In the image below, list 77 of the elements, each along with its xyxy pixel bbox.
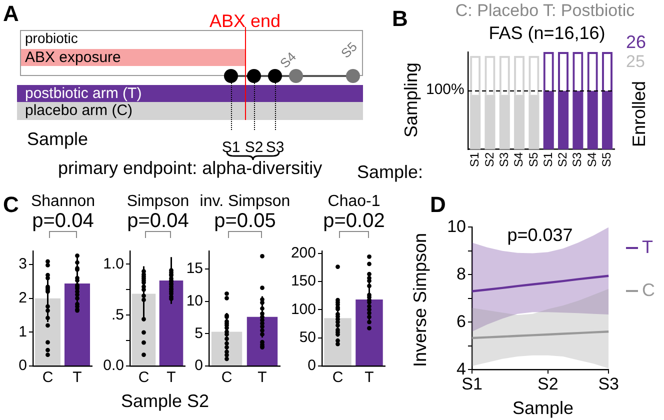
text: placebo arm (C) (25, 102, 133, 119)
text: D (430, 192, 446, 217)
text: 26 (626, 32, 646, 52)
y-tick-label: 50 (299, 328, 316, 346)
y-tick-label: 1.0 (103, 255, 124, 272)
text: probiotic (25, 30, 78, 46)
x-tick-label: T (166, 369, 176, 386)
x-tick-label: C (332, 369, 344, 386)
x-axis-title: Sample: (357, 162, 424, 182)
y-tick-label: 10 (186, 292, 203, 310)
text: p=0.04 (127, 210, 189, 232)
x-tick-label: S5 (526, 152, 540, 168)
y-axis-title: Inverse Simpson (410, 232, 430, 368)
annotation: p=0.037 (507, 225, 573, 245)
y-tick-label: 15 (186, 260, 203, 278)
chart-title: Shannon (30, 193, 96, 210)
x-tick-label: S2 (556, 152, 570, 168)
text: p=0.02 (323, 210, 385, 232)
x-tick-label: S4 (584, 152, 599, 168)
y-tick-label: 3 (18, 256, 27, 273)
text: 100% (426, 81, 464, 98)
chart-title: Simpson (126, 193, 190, 210)
y-tick-label: 1 (18, 323, 27, 340)
y-tick-label: 0.0 (103, 357, 124, 374)
text: B (392, 6, 408, 31)
y-tick-label: .5 (111, 306, 124, 324)
y-tick-label: 2 (18, 289, 27, 306)
legend-label: C (642, 280, 655, 300)
x-tick-label: C (42, 369, 54, 386)
x-axis-title: Sample (512, 398, 574, 418)
text: S4 (277, 49, 299, 71)
chart-title: FAS (n=16,16) (488, 23, 606, 43)
x-tick-label: C (221, 369, 232, 386)
x-tick-label: S3 (598, 374, 619, 394)
x-tick-label: S1 (540, 152, 555, 168)
text: ABX end (209, 11, 281, 31)
y-tick-label: 6 (456, 312, 466, 331)
y-tick-label: 100 (290, 300, 316, 318)
y-tick-label: 8 (456, 264, 466, 284)
x-tick-label: T (364, 369, 374, 386)
y-tick-label: 0 (194, 357, 203, 374)
text: C (3, 192, 19, 217)
chart-title: Chao-1 (328, 193, 380, 210)
x-tick-label: S2 (482, 152, 496, 168)
text: Sample (27, 129, 88, 149)
text: A (3, 1, 19, 26)
x-tick-label: C (138, 369, 150, 386)
y-axis-title: Sampling (401, 62, 421, 138)
chart-subtitle: C: Placebo T: Postbiotic (455, 1, 635, 20)
text: p=0.04 (32, 210, 94, 232)
text: 25 (626, 52, 645, 71)
text: primary endpoint: alpha-diversitiy (58, 158, 322, 178)
x-axis-title: Sample S2 (120, 391, 210, 411)
y-tick-label: 0 (18, 357, 27, 374)
x-tick-label: S2 (537, 374, 558, 394)
chart-title: inv. Simpson (200, 193, 290, 210)
y-tick-label: 150 (290, 272, 316, 290)
y2-axis-title: Enrolled (629, 80, 649, 148)
text: ABX exposure (25, 49, 121, 66)
x-tick-label: S3 (496, 152, 511, 168)
x-tick-label: S3 (570, 152, 584, 168)
x-tick-label: T (258, 369, 267, 386)
text: S2 (244, 139, 264, 156)
y-tick-label: 200 (290, 244, 316, 262)
y-tick-label: 0 (308, 357, 316, 374)
text: S5 (338, 39, 360, 61)
x-tick-label: S4 (512, 152, 526, 168)
text: postbiotic arm (T) (25, 85, 142, 102)
x-tick-label: T (72, 369, 82, 386)
y-tick-label: 10 (447, 216, 466, 236)
text: S3 (266, 139, 284, 156)
text: p=0.05 (214, 210, 276, 232)
x-tick-label: S1 (468, 152, 482, 168)
text: S1 (222, 139, 240, 156)
legend-label: T (642, 237, 653, 257)
y-tick-label: 5 (194, 324, 203, 342)
x-tick-label: S5 (600, 152, 614, 168)
